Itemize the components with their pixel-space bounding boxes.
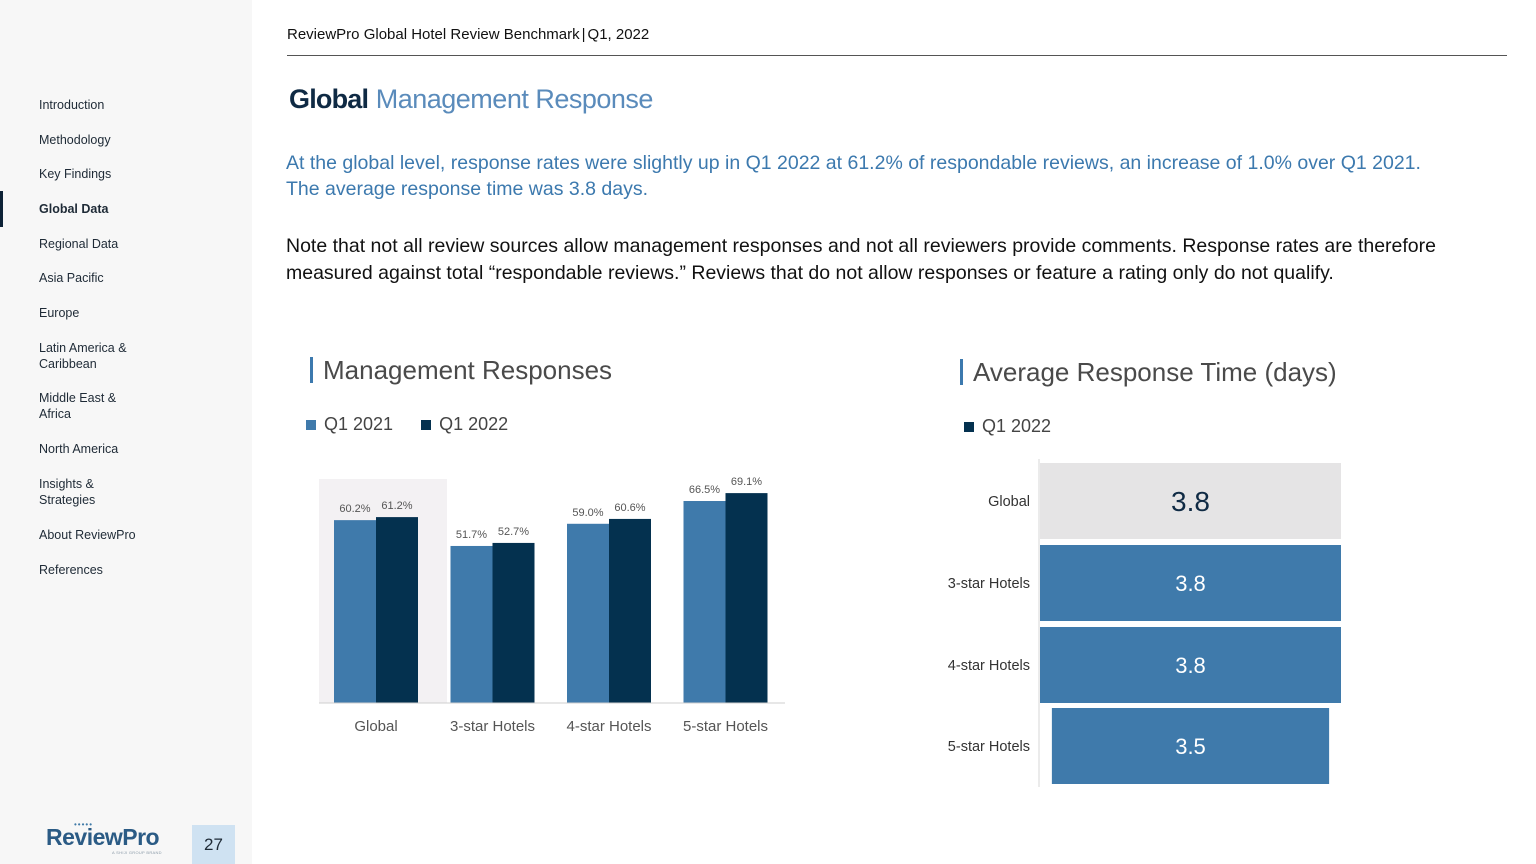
report-period: Q1, 2022 <box>587 26 650 43</box>
sidebar-item-regional-data[interactable]: Regional Data <box>39 237 119 251</box>
chart2-legend: Q1 2022 <box>964 416 1079 437</box>
legend-swatch-q1-2022 <box>421 419 432 430</box>
bar-q1-2021-1 <box>450 545 493 703</box>
data-label-0-1: 51.7% <box>456 529 487 541</box>
sidebar-item-methodology[interactable]: Methodology <box>39 133 111 147</box>
data-label-1-1: 52.7% <box>498 526 529 538</box>
page-title-light: Management Response <box>375 84 654 114</box>
note-text: Note that not all review sources allow m… <box>286 235 1436 284</box>
intro-text: At the global level, response rates were… <box>286 152 1421 200</box>
sidebar-item-north-america[interactable]: North America <box>39 442 119 456</box>
bar-value-1: 3.8 <box>1175 571 1206 596</box>
sidebar-item-asia-pacific[interactable]: Asia Pacific <box>39 271 104 285</box>
data-label-0-2: 59.0% <box>572 507 603 519</box>
bar-3 <box>1051 708 1330 784</box>
bar-value-3: 3.5 <box>1175 734 1206 759</box>
sidebar-item-latin-america[interactable]: Latin America & Caribbean <box>39 341 127 371</box>
bar-2 <box>1040 627 1341 703</box>
header-divider <box>287 55 1507 56</box>
bar-q1-2022-2 <box>609 518 651 703</box>
bar-1 <box>1040 545 1341 621</box>
chart1-legend: Q1 2021 Q1 2022 <box>306 414 536 435</box>
management-responses-chart: 60.2% 61.2% Global 51.7% 52.7% 3-star Hotels 5… <box>319 476 785 735</box>
bar-value-0: 3.8 <box>1171 486 1210 517</box>
data-label-1-3: 69.1% <box>731 476 762 488</box>
page-title-bold: Global <box>289 84 369 114</box>
page-title: Global Management Response <box>289 82 653 116</box>
response-time-chart: 3.8 Global 3.8 3-star Hotels 3.8 4-star Hotel… <box>948 459 1341 787</box>
category-label-3: 5-star Hotels <box>683 718 768 735</box>
page-number: 27 <box>192 825 235 864</box>
reviewpro-logo: ••••• ReviewPro A SHIJI GROUP BRAND <box>46 820 166 858</box>
legend-item-q1-2021: Q1 2021 <box>306 414 393 435</box>
bar-q1-2021-3 <box>683 501 726 703</box>
category-label-1: 3-star Hotels <box>450 718 535 735</box>
legend-swatch-q1-2022-time <box>964 421 974 432</box>
category-label-2: 4-star Hotels <box>948 658 1030 674</box>
data-label-1-0: 61.2% <box>381 500 412 512</box>
legend-label-q1-2021: Q1 2021 <box>324 414 394 434</box>
bar-q1-2022-3 <box>725 493 768 703</box>
chart-response-time-title: Average Response Time (days) <box>960 359 1337 385</box>
logo-text: ReviewPro <box>46 824 160 850</box>
header-separator: | <box>581 26 586 43</box>
bar-q1-2022-0 <box>376 517 418 703</box>
report-name: ReviewPro Global Hotel Review Benchmark <box>287 26 580 43</box>
legend-swatch-q1-2021 <box>306 419 316 430</box>
data-label-0-3: 66.5% <box>689 484 720 496</box>
category-label-0: Global <box>354 718 397 735</box>
data-label-0-0: 60.2% <box>339 503 370 515</box>
logo-dots: ••••• <box>74 820 94 829</box>
logo-subtitle: A SHIJI GROUP BRAND <box>112 850 162 855</box>
legend-item-q1-2022: Q1 2022 <box>421 414 508 435</box>
legend-item-q1-2022-time: Q1 2022 <box>964 416 1051 437</box>
report-header: ReviewPro Global Hotel Review Benchmark |… <box>287 26 649 43</box>
sidebar-item-middle-east-africa[interactable]: Middle East & Africa <box>39 391 117 421</box>
bar-q1-2021-2 <box>567 523 609 703</box>
category-label-1: 3-star Hotels <box>948 576 1030 592</box>
legend-label-q1-2022: Q1 2022 <box>439 414 509 434</box>
bar-q1-2021-0 <box>334 520 376 703</box>
sidebar: Introduction Methodology Key Findings Gl… <box>0 0 252 864</box>
sidebar-item-references[interactable]: References <box>39 563 103 577</box>
sidebar-item-introduction[interactable]: Introduction <box>39 98 105 112</box>
category-label-3: 5-star Hotels <box>948 739 1030 755</box>
bar-q1-2022-1 <box>492 542 535 703</box>
active-indicator <box>0 191 3 227</box>
bar-0 <box>1040 463 1341 539</box>
data-label-1-2: 60.6% <box>614 502 645 514</box>
chart-management-responses-title: Management Responses <box>310 357 612 383</box>
sidebar-item-insights-strategies[interactable]: Insights & Strategies <box>39 477 96 507</box>
bar-value-2: 3.8 <box>1175 653 1206 678</box>
sidebar-item-global-data[interactable]: Global Data <box>39 202 109 216</box>
sidebar-item-europe[interactable]: Europe <box>39 306 80 320</box>
category-label-0: Global <box>988 494 1030 510</box>
sidebar-item-key-findings[interactable]: Key Findings <box>39 167 112 181</box>
category-label-2: 4-star Hotels <box>566 718 651 735</box>
legend-label-q1-2022-time: Q1 2022 <box>982 416 1052 436</box>
sidebar-item-about-reviewpro[interactable]: About ReviewPro <box>39 528 136 542</box>
